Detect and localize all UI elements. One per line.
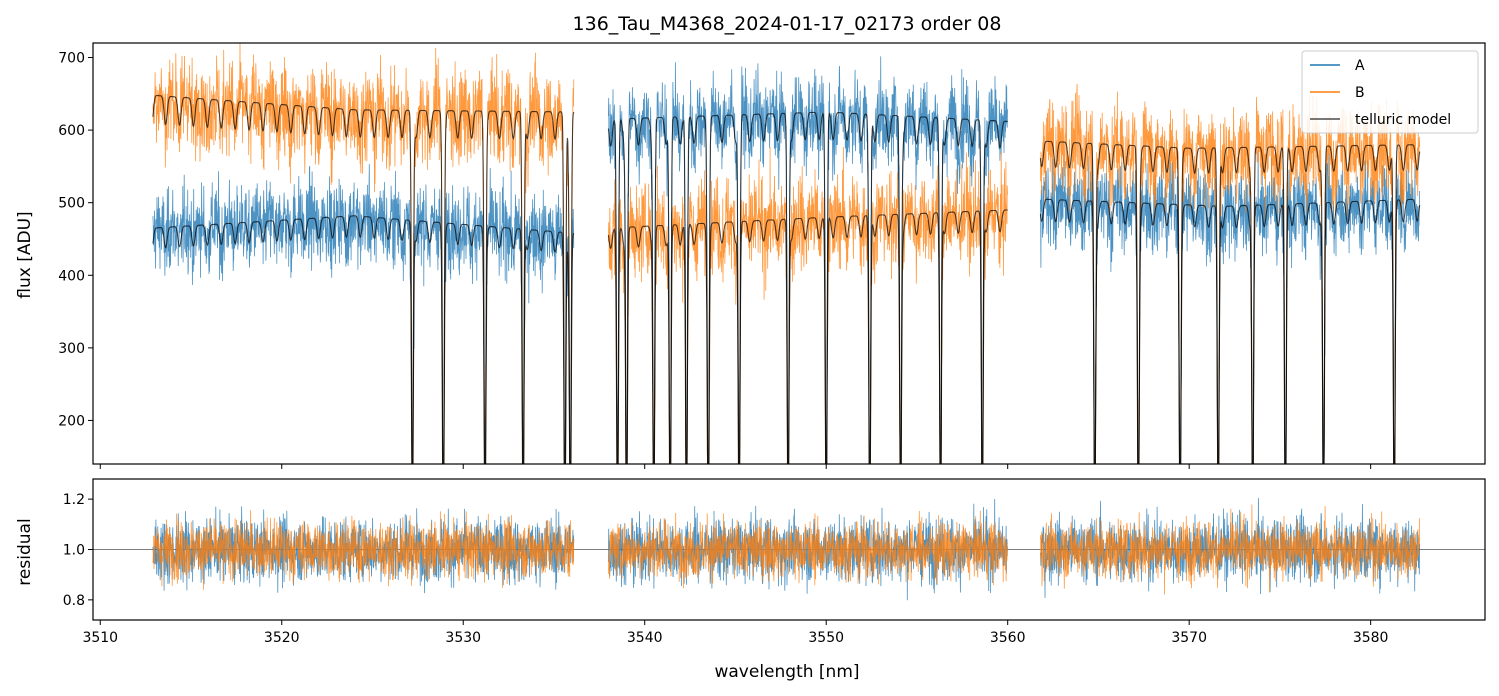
residual-panel: 0.81.01.2 3510 3520 3530 3540 3550 3560 3570 35… [15,478,1486,682]
flux-series-b-segment-1 [152,43,575,464]
telluric-model-a-segment-3 [1039,198,1421,464]
residual-series-b-segment-1 [152,510,575,590]
flux-panel: 200 300 400 500 600 700 flux [ADU] A B tellur… [15,42,1486,469]
flux-x-ticks [99,464,1372,469]
x-tick-label-4: 3550 [808,630,844,646]
legend-box [1301,50,1479,134]
residual-y-tick-label-2: 1.2 [63,492,85,508]
flux-y-tick-label-1: 300 [58,341,85,357]
flux-y-ticks: 200 300 400 500 600 700 [58,51,93,429]
chart-title: 136_Tau_M4368_2024-01-17_02173 order 08 [573,13,1002,35]
residual-y-ticks: 0.8 1.0 1.2 [63,492,93,609]
flux-axes-frame [92,42,1486,465]
residual-y-tick-label-0: 0.8 [63,593,85,609]
residual-plot-area [93,497,1485,601]
residual-series-b-segment-3 [1040,504,1420,595]
legend: A B telluric model [1301,50,1479,134]
telluric-model-b-segment-1 [152,95,575,464]
x-tick-label-2: 3530 [445,630,481,646]
flux-series-a-segment-3 [1040,150,1420,464]
flux-series-a-segment-1 [152,164,575,464]
flux-y-tick-label-0: 200 [58,413,85,429]
x-tick-label-3: 3540 [627,630,663,646]
telluric-model-a-segment-1 [152,215,575,464]
residual-x-ticks: 3510 3520 3530 3540 3550 3560 3570 3580 [82,620,1388,646]
flux-y-tick-label-5: 700 [58,51,85,67]
flux-y-axis-label: flux [ADU] [15,211,35,298]
x-tick-label-5: 3560 [990,630,1026,646]
residual-series-b-segment-2 [608,510,1008,589]
legend-label-model: telluric model [1355,112,1451,128]
flux-y-tick-label-4: 600 [58,123,85,139]
legend-label-b: B [1355,85,1365,101]
residual-y-axis-label: residual [15,518,35,585]
x-tick-label-7: 3580 [1353,630,1389,646]
x-axis-label: wavelength [nm] [714,662,859,682]
residual-y-tick-label-1: 1.0 [63,543,85,559]
x-tick-label-1: 3520 [264,630,300,646]
flux-series-b-segment-3 [1040,83,1420,464]
legend-label-a: A [1355,58,1365,74]
telluric-model-b-segment-3 [1039,140,1421,464]
x-tick-label-6: 3570 [1171,630,1207,646]
flux-y-tick-label-3: 500 [58,196,85,212]
flux-y-tick-label-2: 400 [58,268,85,284]
x-tick-label-0: 3510 [82,630,118,646]
